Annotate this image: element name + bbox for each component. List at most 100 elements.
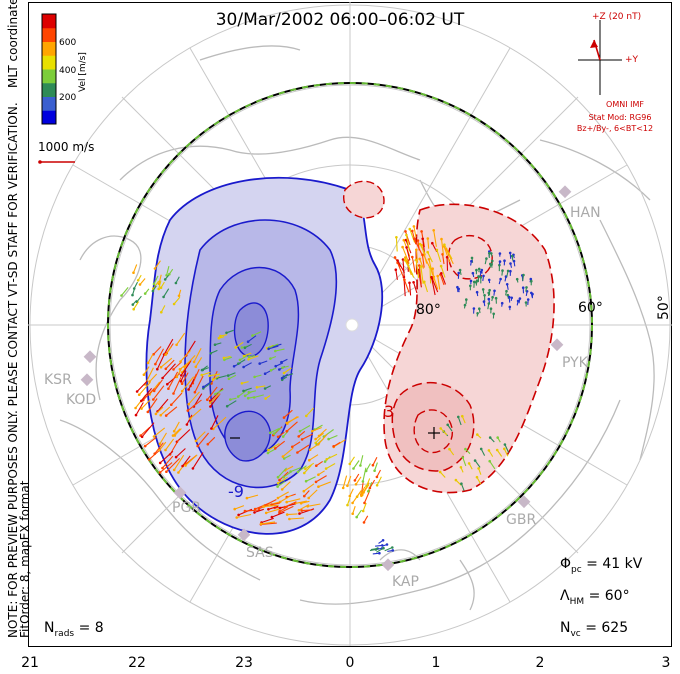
- velocity-vector-origin: [247, 391, 251, 394]
- velocity-vector-origin: [436, 274, 440, 278]
- velocity-vector-origin: [172, 429, 176, 433]
- colorbar-tick-200: 200: [59, 93, 77, 103]
- velocity-vector: [365, 463, 371, 472]
- velocity-vector-origin: [280, 488, 284, 491]
- velocity-vector-origin: [482, 300, 486, 303]
- velocity-vector: [298, 430, 306, 437]
- velocity-vector-origin: [210, 427, 213, 430]
- velocity-vector: [237, 389, 248, 398]
- potential-markers: [230, 427, 440, 439]
- velocity-vector-origin: [161, 376, 164, 380]
- velocity-vector: [158, 274, 162, 284]
- velocity-vector: [411, 256, 416, 273]
- velocity-vector: [216, 375, 227, 379]
- velocity-vector: [186, 414, 193, 425]
- velocity-vector-origin: [158, 448, 161, 452]
- velocity-vector: [356, 509, 362, 518]
- velocity-vector: [430, 277, 436, 296]
- velocity-vector-origin: [432, 275, 436, 279]
- velocity-vector-origin: [278, 368, 281, 371]
- velocity-vector-origin: [164, 448, 167, 452]
- stat-nvc-symbol: N: [560, 620, 571, 636]
- velocity-vector-origin: [217, 336, 221, 340]
- velocity-vector-origin: [325, 458, 329, 461]
- velocity-vector: [243, 387, 252, 392]
- velocity-vector: [352, 506, 356, 514]
- velocity-vector: [415, 259, 420, 278]
- velocity-vector-origin: [143, 444, 147, 448]
- velocity-vector: [443, 244, 453, 260]
- velocity-vector-origin: [487, 449, 491, 452]
- velocity-vector-origin: [475, 475, 479, 479]
- velocity-vector: [165, 406, 178, 417]
- velocity-vector-origin: [348, 462, 352, 466]
- colorbar-tick-400: 400: [59, 66, 77, 76]
- velocity-vector-origin: [171, 434, 175, 437]
- velocity-vector-origin: [164, 367, 168, 371]
- velocity-vector-origin: [269, 431, 272, 435]
- velocity-vector-origin: [375, 475, 379, 479]
- mlt-tick-2: 2: [535, 655, 545, 671]
- velocity-vector-origin: [152, 282, 156, 286]
- velocity-vector: [297, 444, 310, 453]
- velocity-vector: [155, 406, 164, 415]
- velocity-vector-origin: [385, 543, 389, 546]
- stat-lambda-sub: HM: [569, 596, 585, 607]
- colorbar-segment: [42, 96, 56, 111]
- station-sas: SAS: [246, 545, 274, 561]
- velocity-vector-origin: [393, 256, 397, 259]
- velocity-vector: [318, 481, 331, 488]
- velocity-vector: [261, 517, 274, 524]
- velocity-vector: [301, 509, 313, 512]
- velocity-vector-origin: [323, 460, 327, 463]
- velocity-vector: [440, 273, 447, 285]
- velocity-vector: [267, 448, 276, 454]
- velocity-vector: [309, 454, 319, 461]
- pole-marker: [345, 318, 359, 332]
- velocity-vector: [147, 353, 154, 364]
- velocity-vector: [180, 350, 192, 362]
- velocity-vector: [207, 436, 216, 445]
- velocity-vector: [140, 426, 151, 437]
- velocity-vector: [369, 479, 376, 489]
- station-pyk: PYK: [562, 355, 588, 371]
- colorbar-segment: [42, 27, 56, 42]
- velocity-vector-origin: [270, 515, 274, 519]
- velocity-vector-origin: [496, 436, 500, 439]
- velocity-vector-origin: [269, 369, 273, 372]
- velocity-vector-origin: [219, 334, 222, 338]
- velocity-vector: [224, 356, 233, 361]
- velocity-vector-origin: [431, 267, 435, 271]
- velocity-vector-origin: [391, 546, 394, 549]
- mlt-tick-22: 22: [128, 655, 146, 671]
- velocity-vector: [419, 258, 425, 269]
- velocity-vector-origin: [234, 346, 237, 349]
- station-han: HAN: [570, 205, 601, 221]
- velocity-vector: [314, 424, 323, 430]
- velocity-vector-origin: [253, 511, 256, 514]
- velocity-vector-origin: [489, 262, 492, 266]
- velocity-vector-origin: [470, 256, 474, 260]
- velocity-vector-origin: [524, 301, 528, 304]
- velocity-vector-origin: [263, 372, 267, 376]
- velocity-vector-origin: [262, 505, 265, 508]
- velocity-vector: [301, 433, 314, 440]
- velocity-vector: [148, 450, 160, 460]
- velocity-vector-origin: [281, 435, 285, 438]
- velocity-vector: [420, 266, 424, 284]
- velocity-vector-origin: [458, 268, 462, 272]
- velocity-vector: [349, 456, 355, 465]
- velocity-vector-origin: [285, 513, 289, 516]
- velocity-vector-origin: [341, 486, 345, 490]
- velocity-vector-origin: [237, 362, 240, 366]
- velocity-vector-origin: [281, 366, 284, 370]
- velocity-vector: [433, 276, 439, 290]
- velocity-vector-origin: [259, 522, 263, 526]
- velocity-vector-origin: [148, 380, 151, 383]
- velocity-vector: [144, 436, 157, 447]
- velocity-vector-origin: [146, 361, 150, 365]
- velocity-vector: [165, 346, 172, 355]
- velocity-vector: [286, 415, 298, 425]
- velocity-vector-origin: [439, 427, 443, 430]
- velocity-vector-origin: [253, 375, 256, 379]
